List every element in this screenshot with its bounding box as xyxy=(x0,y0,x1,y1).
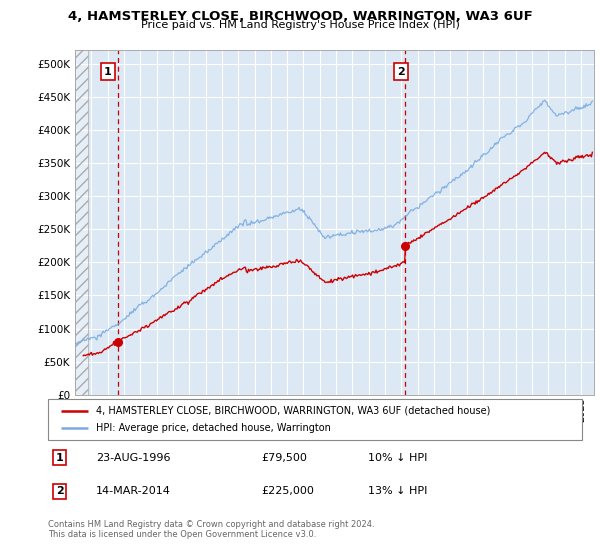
Bar xyxy=(75,50,88,395)
Text: 1: 1 xyxy=(104,67,112,77)
Text: 4, HAMSTERLEY CLOSE, BIRCHWOOD, WARRINGTON, WA3 6UF: 4, HAMSTERLEY CLOSE, BIRCHWOOD, WARRINGT… xyxy=(68,10,532,22)
Text: 13% ↓ HPI: 13% ↓ HPI xyxy=(368,487,428,496)
Text: 10% ↓ HPI: 10% ↓ HPI xyxy=(368,453,428,463)
Text: 4, HAMSTERLEY CLOSE, BIRCHWOOD, WARRINGTON, WA3 6UF (detached house): 4, HAMSTERLEY CLOSE, BIRCHWOOD, WARRINGT… xyxy=(96,405,490,416)
Text: 14-MAR-2014: 14-MAR-2014 xyxy=(96,487,171,496)
Text: £79,500: £79,500 xyxy=(262,453,307,463)
Text: 1: 1 xyxy=(56,453,64,463)
Text: 2: 2 xyxy=(398,67,405,77)
Text: Price paid vs. HM Land Registry's House Price Index (HPI): Price paid vs. HM Land Registry's House … xyxy=(140,20,460,30)
Text: HPI: Average price, detached house, Warrington: HPI: Average price, detached house, Warr… xyxy=(96,423,331,433)
Text: 2: 2 xyxy=(56,487,64,496)
Text: 23-AUG-1996: 23-AUG-1996 xyxy=(96,453,170,463)
Bar xyxy=(75,50,88,395)
Text: £225,000: £225,000 xyxy=(262,487,314,496)
Text: Contains HM Land Registry data © Crown copyright and database right 2024.
This d: Contains HM Land Registry data © Crown c… xyxy=(48,520,374,539)
